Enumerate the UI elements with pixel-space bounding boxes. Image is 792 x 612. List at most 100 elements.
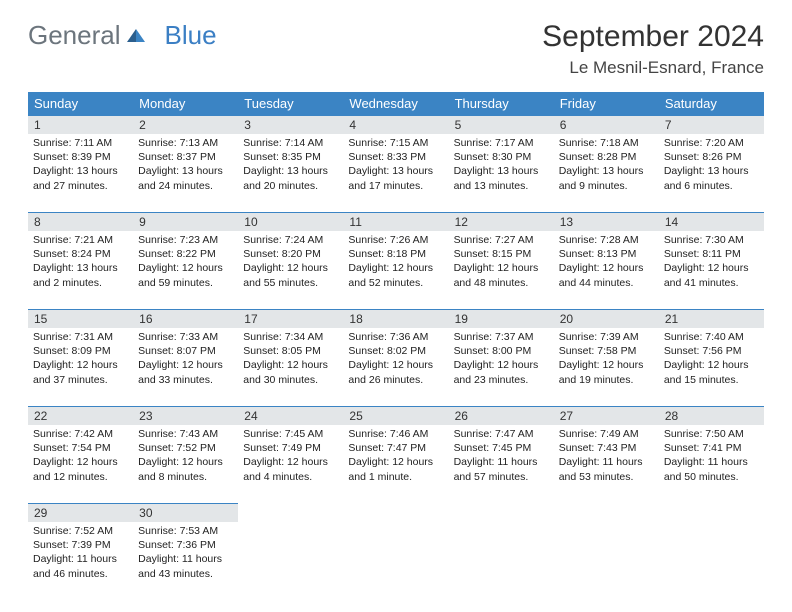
sunrise-text: Sunrise: 7:28 AM	[559, 233, 654, 247]
sunset-text: Sunset: 8:22 PM	[138, 247, 233, 261]
week-row: Sunrise: 7:31 AM Sunset: 8:09 PM Dayligh…	[28, 328, 764, 406]
sunrise-text: Sunrise: 7:39 AM	[559, 330, 654, 344]
sunrise-text: Sunrise: 7:20 AM	[664, 136, 759, 150]
daylight-text-1: Daylight: 12 hours	[559, 261, 654, 275]
week-row: Sunrise: 7:21 AM Sunset: 8:24 PM Dayligh…	[28, 231, 764, 309]
day-cell: Sunrise: 7:26 AM Sunset: 8:18 PM Dayligh…	[343, 231, 448, 298]
calendar-table: Sunday Monday Tuesday Wednesday Thursday…	[28, 92, 764, 600]
daylight-text-1: Daylight: 12 hours	[664, 358, 759, 372]
daylight-text-1: Daylight: 13 hours	[664, 164, 759, 178]
sunrise-text: Sunrise: 7:11 AM	[33, 136, 128, 150]
day-cell: Sunrise: 7:30 AM Sunset: 8:11 PM Dayligh…	[659, 231, 764, 298]
sunset-text: Sunset: 8:13 PM	[559, 247, 654, 261]
day-cell: Sunrise: 7:11 AM Sunset: 8:39 PM Dayligh…	[28, 134, 133, 201]
daylight-text-2: and 24 minutes.	[138, 179, 233, 193]
day-number: 9	[133, 212, 238, 231]
sunrise-text: Sunrise: 7:50 AM	[664, 427, 759, 441]
daylight-text-2: and 33 minutes.	[138, 373, 233, 387]
daylight-text-2: and 15 minutes.	[664, 373, 759, 387]
sunrise-text: Sunrise: 7:53 AM	[138, 524, 233, 538]
sunset-text: Sunset: 8:30 PM	[454, 150, 549, 164]
daylight-text-2: and 1 minute.	[348, 470, 443, 484]
sunrise-text: Sunrise: 7:47 AM	[454, 427, 549, 441]
daylight-text-2: and 55 minutes.	[243, 276, 338, 290]
daynum-row: 22232425262728	[28, 406, 764, 425]
daylight-text-2: and 2 minutes.	[33, 276, 128, 290]
weekday-header: Thursday	[449, 92, 554, 115]
sunset-text: Sunset: 7:52 PM	[138, 441, 233, 455]
day-cell: Sunrise: 7:14 AM Sunset: 8:35 PM Dayligh…	[238, 134, 343, 201]
sunrise-text: Sunrise: 7:30 AM	[664, 233, 759, 247]
daylight-text-1: Daylight: 12 hours	[559, 358, 654, 372]
daylight-text-2: and 50 minutes.	[664, 470, 759, 484]
empty-cell	[554, 522, 659, 600]
day-number: 24	[238, 406, 343, 425]
sunrise-text: Sunrise: 7:46 AM	[348, 427, 443, 441]
day-number: 3	[238, 115, 343, 134]
daylight-text-1: Daylight: 12 hours	[138, 358, 233, 372]
sunset-text: Sunset: 8:39 PM	[33, 150, 128, 164]
page-header: General Blue September 2024 Le Mesnil-Es…	[28, 20, 764, 78]
day-cell: Sunrise: 7:34 AM Sunset: 8:05 PM Dayligh…	[238, 328, 343, 395]
day-number: 2	[133, 115, 238, 134]
week-row: Sunrise: 7:42 AM Sunset: 7:54 PM Dayligh…	[28, 425, 764, 503]
daylight-text-1: Daylight: 13 hours	[454, 164, 549, 178]
sunrise-text: Sunrise: 7:52 AM	[33, 524, 128, 538]
logo-triangle-icon	[125, 20, 147, 51]
daylight-text-1: Daylight: 11 hours	[559, 455, 654, 469]
sunset-text: Sunset: 7:43 PM	[559, 441, 654, 455]
sunrise-text: Sunrise: 7:17 AM	[454, 136, 549, 150]
empty-cell	[554, 503, 659, 522]
title-block: September 2024 Le Mesnil-Esnard, France	[542, 20, 764, 78]
day-number: 20	[554, 309, 659, 328]
daylight-text-2: and 13 minutes.	[454, 179, 549, 193]
day-number: 7	[659, 115, 764, 134]
daylight-text-1: Daylight: 12 hours	[664, 261, 759, 275]
day-cell: Sunrise: 7:21 AM Sunset: 8:24 PM Dayligh…	[28, 231, 133, 298]
day-cell: Sunrise: 7:17 AM Sunset: 8:30 PM Dayligh…	[449, 134, 554, 201]
day-cell: Sunrise: 7:28 AM Sunset: 8:13 PM Dayligh…	[554, 231, 659, 298]
daylight-text-1: Daylight: 13 hours	[33, 164, 128, 178]
weekday-header: Monday	[133, 92, 238, 115]
empty-cell	[238, 503, 343, 522]
sunset-text: Sunset: 8:18 PM	[348, 247, 443, 261]
day-cell: Sunrise: 7:39 AM Sunset: 7:58 PM Dayligh…	[554, 328, 659, 395]
daylight-text-1: Daylight: 12 hours	[454, 261, 549, 275]
sunrise-text: Sunrise: 7:26 AM	[348, 233, 443, 247]
day-cell: Sunrise: 7:53 AM Sunset: 7:36 PM Dayligh…	[133, 522, 238, 589]
day-cell: Sunrise: 7:23 AM Sunset: 8:22 PM Dayligh…	[133, 231, 238, 298]
daynum-row: 891011121314	[28, 212, 764, 231]
sunrise-text: Sunrise: 7:49 AM	[559, 427, 654, 441]
day-number: 21	[659, 309, 764, 328]
daylight-text-2: and 20 minutes.	[243, 179, 338, 193]
day-cell: Sunrise: 7:49 AM Sunset: 7:43 PM Dayligh…	[554, 425, 659, 492]
daylight-text-2: and 8 minutes.	[138, 470, 233, 484]
sunset-text: Sunset: 7:49 PM	[243, 441, 338, 455]
day-cell: Sunrise: 7:15 AM Sunset: 8:33 PM Dayligh…	[343, 134, 448, 201]
sunset-text: Sunset: 8:37 PM	[138, 150, 233, 164]
sunrise-text: Sunrise: 7:40 AM	[664, 330, 759, 344]
day-number: 25	[343, 406, 448, 425]
daylight-text-2: and 30 minutes.	[243, 373, 338, 387]
day-cell: Sunrise: 7:47 AM Sunset: 7:45 PM Dayligh…	[449, 425, 554, 492]
daylight-text-1: Daylight: 13 hours	[33, 261, 128, 275]
daylight-text-1: Daylight: 11 hours	[33, 552, 128, 566]
sunset-text: Sunset: 8:11 PM	[664, 247, 759, 261]
sunset-text: Sunset: 8:35 PM	[243, 150, 338, 164]
weekday-header: Sunday	[28, 92, 133, 115]
day-number: 16	[133, 309, 238, 328]
day-number: 26	[449, 406, 554, 425]
sunset-text: Sunset: 7:45 PM	[454, 441, 549, 455]
daylight-text-2: and 37 minutes.	[33, 373, 128, 387]
empty-cell	[343, 503, 448, 522]
day-number: 15	[28, 309, 133, 328]
sunrise-text: Sunrise: 7:34 AM	[243, 330, 338, 344]
day-number: 6	[554, 115, 659, 134]
empty-cell	[449, 522, 554, 600]
daylight-text-1: Daylight: 11 hours	[138, 552, 233, 566]
sunset-text: Sunset: 8:20 PM	[243, 247, 338, 261]
daylight-text-1: Daylight: 12 hours	[454, 358, 549, 372]
day-cell: Sunrise: 7:45 AM Sunset: 7:49 PM Dayligh…	[238, 425, 343, 492]
day-cell: Sunrise: 7:46 AM Sunset: 7:47 PM Dayligh…	[343, 425, 448, 492]
daylight-text-1: Daylight: 11 hours	[664, 455, 759, 469]
